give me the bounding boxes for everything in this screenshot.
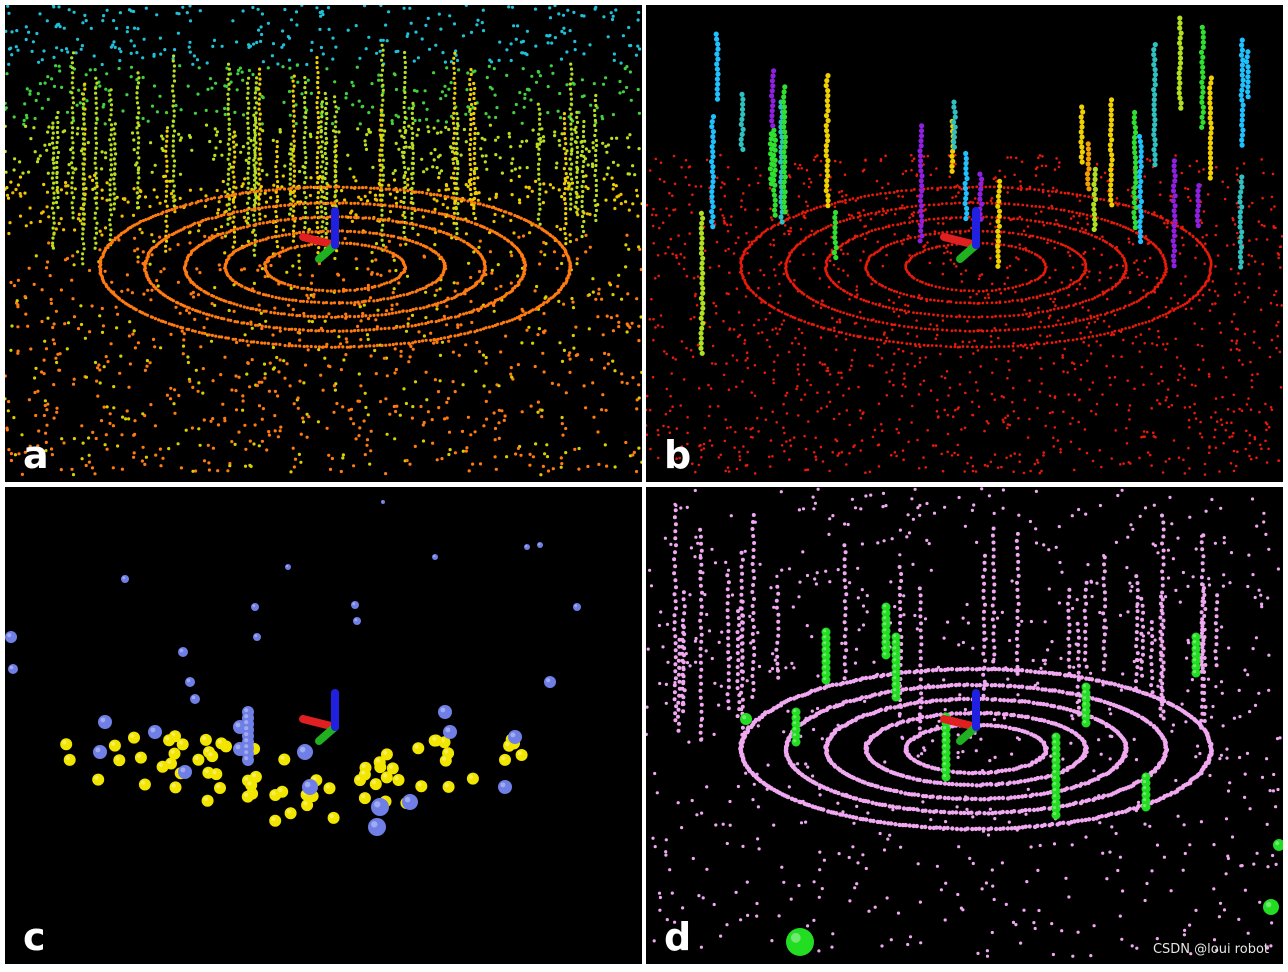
panel-c-canvas [5, 500, 581, 836]
panel-b-canvas [646, 15, 1283, 476]
panel-c-pointcloud: c [5, 487, 642, 964]
panel-a-canvas [5, 5, 642, 477]
panel-c-label: c [23, 915, 46, 959]
panel-d-canvas [646, 487, 1283, 958]
watermark-text: CSDN @loui robot [1152, 942, 1269, 957]
coordinate-axes-icon [299, 207, 339, 263]
panel-d-pointcloud: d CSDN @loui robot [646, 487, 1283, 964]
coordinate-axes-icon [299, 689, 339, 745]
coordinate-axes-icon [940, 207, 980, 263]
panel-b-label: b [664, 433, 692, 477]
coordinate-axes-icon [940, 689, 980, 745]
panel-a-label: a [23, 433, 49, 477]
panel-a-pointcloud: a [5, 5, 642, 482]
panel-d-label: d [664, 915, 692, 959]
panel-b-pointcloud: b [646, 5, 1283, 482]
